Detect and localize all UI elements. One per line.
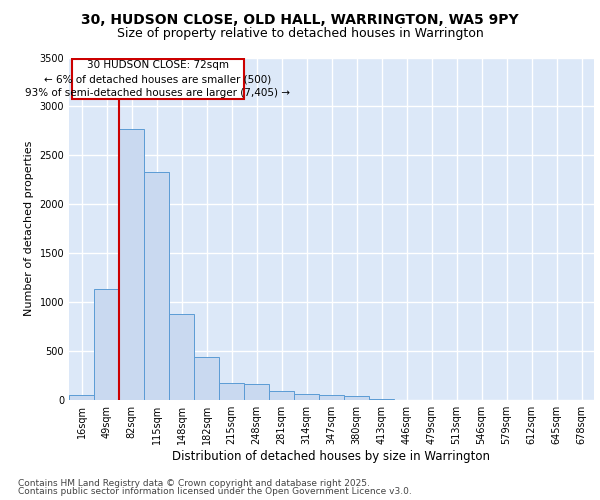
Bar	[169, 314, 194, 400]
Bar	[344, 396, 369, 400]
Bar	[119, 129, 144, 400]
Text: Contains HM Land Registry data © Crown copyright and database right 2025.: Contains HM Land Registry data © Crown c…	[18, 478, 370, 488]
FancyBboxPatch shape	[71, 60, 244, 98]
Bar	[94, 290, 119, 400]
Bar	[294, 394, 319, 400]
X-axis label: Distribution of detached houses by size in Warrington: Distribution of detached houses by size …	[173, 450, 491, 463]
Bar	[69, 395, 94, 400]
Bar	[194, 357, 219, 400]
Text: Contains public sector information licensed under the Open Government Licence v3: Contains public sector information licen…	[18, 487, 412, 496]
Y-axis label: Number of detached properties: Number of detached properties	[24, 141, 34, 316]
Bar	[219, 384, 244, 400]
Bar	[244, 384, 269, 400]
Text: 30, HUDSON CLOSE, OLD HALL, WARRINGTON, WA5 9PY: 30, HUDSON CLOSE, OLD HALL, WARRINGTON, …	[81, 12, 519, 26]
Bar	[319, 395, 344, 400]
Bar	[144, 172, 169, 400]
Text: Size of property relative to detached houses in Warrington: Size of property relative to detached ho…	[116, 28, 484, 40]
Bar	[269, 390, 294, 400]
Text: 30 HUDSON CLOSE: 72sqm
← 6% of detached houses are smaller (500)
93% of semi-det: 30 HUDSON CLOSE: 72sqm ← 6% of detached …	[25, 60, 290, 98]
Bar	[369, 399, 394, 400]
